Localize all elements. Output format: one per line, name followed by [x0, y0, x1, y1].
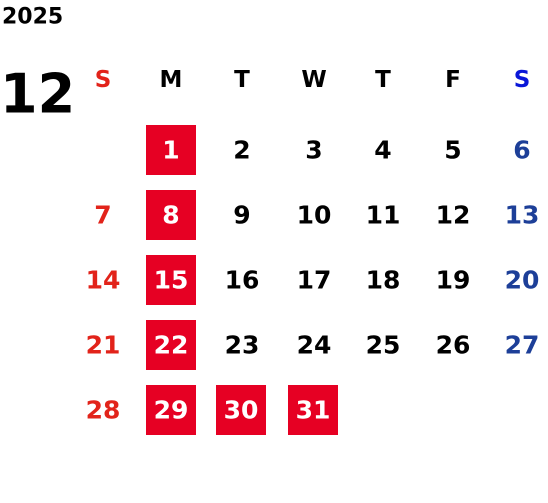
- weekday-label: W: [301, 67, 326, 93]
- day-number: 29: [154, 396, 189, 425]
- day-number: 31: [296, 396, 331, 425]
- day-number: 24: [297, 331, 332, 360]
- day-number: 10: [297, 201, 332, 230]
- day-number: 23: [225, 331, 260, 360]
- day-number: 8: [162, 201, 179, 230]
- weekday-label: S: [95, 67, 112, 93]
- holiday-box: [216, 385, 266, 435]
- year: 2025: [2, 5, 63, 30]
- day-number: 6: [513, 136, 530, 165]
- day-number: 25: [366, 331, 401, 360]
- day-number: 11: [366, 201, 401, 230]
- day-number: 15: [154, 266, 189, 295]
- holiday-box: [146, 190, 196, 240]
- day-number: 13: [505, 201, 540, 230]
- day-number: 26: [436, 331, 471, 360]
- day-number: 18: [366, 266, 401, 295]
- day-number: 5: [444, 136, 461, 165]
- holiday-box: [146, 255, 196, 305]
- day-number: 21: [86, 331, 121, 360]
- weekday-label: S: [514, 67, 531, 93]
- day-number: 12: [436, 201, 471, 230]
- holiday-box: [146, 385, 196, 435]
- weekday-label: T: [375, 67, 391, 93]
- weekday-label: M: [160, 67, 183, 93]
- day-number: 9: [233, 201, 250, 230]
- day-number: 1: [162, 136, 179, 165]
- day-number: 14: [86, 266, 121, 295]
- holiday-box: [146, 320, 196, 370]
- day-number: 19: [436, 266, 471, 295]
- day-number: 22: [154, 331, 189, 360]
- day-number: 2: [233, 136, 250, 165]
- day-number: 3: [305, 136, 322, 165]
- day-number: 27: [505, 331, 540, 360]
- month: 12: [0, 63, 75, 126]
- day-number: 20: [505, 266, 540, 295]
- day-number: 30: [224, 396, 259, 425]
- weekday-label: T: [234, 67, 250, 93]
- holiday-box: [288, 385, 338, 435]
- day-number: 4: [374, 136, 391, 165]
- day-number: 7: [94, 201, 111, 230]
- weekday-label: F: [445, 67, 461, 93]
- holiday-box: [146, 125, 196, 175]
- day-number: 28: [86, 396, 121, 425]
- day-number: 16: [225, 266, 260, 295]
- day-number: 17: [297, 266, 332, 295]
